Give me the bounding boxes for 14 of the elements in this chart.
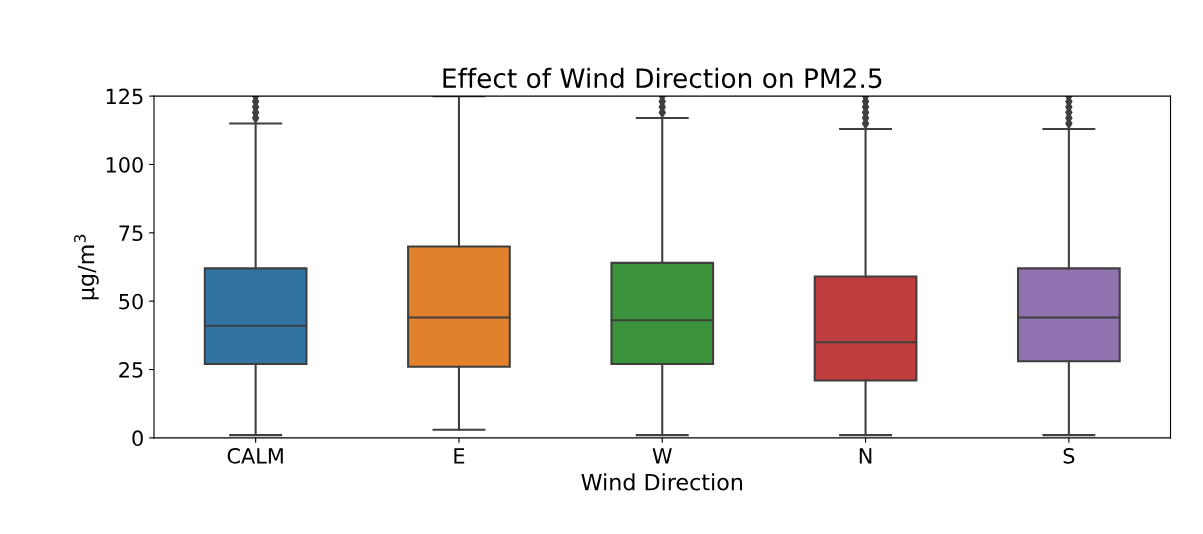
x-axis-title: Wind Direction bbox=[581, 473, 743, 491]
y-tick-label: 100 bbox=[106, 156, 143, 173]
y-tick-label: 75 bbox=[119, 225, 143, 242]
x-tick-label: N bbox=[859, 448, 872, 464]
chart-title: Effect of Wind Direction on PM2.5 bbox=[443, 67, 882, 89]
y-tick-label: 125 bbox=[106, 88, 143, 105]
y-tick-label: 50 bbox=[119, 293, 143, 310]
y-tick-label: 25 bbox=[119, 361, 143, 378]
x-tick-label: E bbox=[454, 448, 465, 464]
x-tick-label: W bbox=[652, 448, 672, 464]
y-tick-label: 0 bbox=[132, 430, 143, 447]
y-axis-title: μg/m$^{3}$ bbox=[74, 234, 99, 300]
x-tick-label: CALM bbox=[227, 447, 283, 464]
x-tick-label: S bbox=[1063, 447, 1075, 464]
